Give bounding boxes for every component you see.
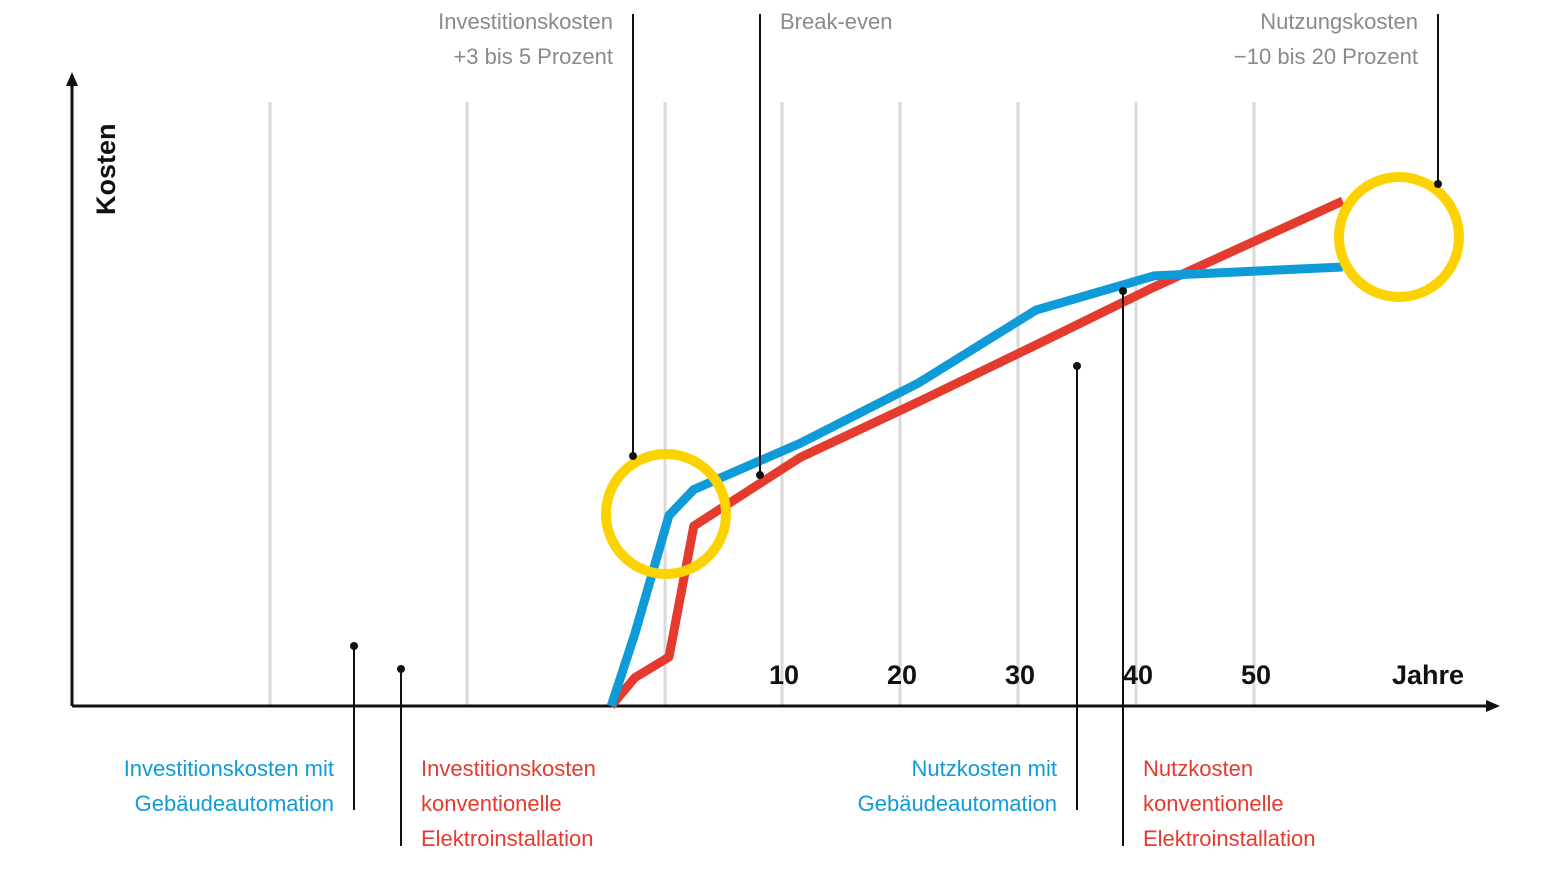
annotation-nutz-red: Nutzkosten konventionelle Elektroinstall… bbox=[1143, 756, 1315, 851]
leader-dot bbox=[1119, 287, 1127, 295]
x-axis-title: Jahre bbox=[1392, 660, 1464, 690]
annotation-line: konventionelle bbox=[421, 791, 562, 816]
annotation-line: +3 bis 5 Prozent bbox=[453, 44, 613, 69]
leader-dot bbox=[397, 665, 405, 673]
leader-dot bbox=[756, 471, 764, 479]
series-line-konventionell bbox=[607, 196, 1345, 709]
annotation-invest-red: Investitionskosten konventionelle Elektr… bbox=[421, 756, 596, 851]
annotation-line: Nutzkosten mit bbox=[912, 756, 1058, 781]
y-axis-arrow bbox=[66, 72, 78, 86]
leader-lines bbox=[350, 14, 1442, 846]
annotation-line: Investitionskosten mit bbox=[124, 756, 334, 781]
highlight-circle-nutzung bbox=[1334, 172, 1464, 302]
annotation-line: Investitionskosten bbox=[421, 756, 596, 781]
x-tick-label: 20 bbox=[887, 660, 917, 690]
leader-dot bbox=[1434, 180, 1442, 188]
annotation-invest-blue: Investitionskosten mit Gebäudeautomation bbox=[124, 756, 334, 816]
x-tick-label: 30 bbox=[1005, 660, 1035, 690]
y-axis-title: Kosten bbox=[91, 123, 121, 215]
annotation-line: Gebäudeautomation bbox=[135, 791, 334, 816]
annotation-nutzung-top: Nutzungskosten −10 bis 20 Prozent bbox=[1234, 9, 1418, 69]
annotation-invest-top: Investitionskosten +3 bis 5 Prozent bbox=[438, 9, 613, 69]
annotation-breakeven: Break-even bbox=[780, 9, 893, 34]
x-tick-label: 10 bbox=[769, 660, 799, 690]
x-axis-arrow bbox=[1486, 700, 1500, 712]
axes bbox=[66, 72, 1500, 712]
x-ticks: 10 20 30 40 50 bbox=[769, 660, 1271, 690]
annotation-line: Nutzkosten bbox=[1143, 756, 1253, 781]
grid bbox=[268, 102, 1256, 706]
annotation-line: Gebäudeautomation bbox=[858, 791, 1057, 816]
annotation-line: Elektroinstallation bbox=[421, 826, 593, 851]
leader-dot bbox=[1073, 362, 1081, 370]
annotation-line: konventionelle bbox=[1143, 791, 1284, 816]
annotation-line: Break-even bbox=[780, 9, 893, 34]
highlight-circle-investition bbox=[601, 449, 731, 579]
leader-dot bbox=[629, 452, 637, 460]
annotation-line: Elektroinstallation bbox=[1143, 826, 1315, 851]
annotation-line: −10 bis 20 Prozent bbox=[1234, 44, 1418, 69]
annotation-line: Investitionskosten bbox=[438, 9, 613, 34]
x-tick-label: 40 bbox=[1123, 660, 1153, 690]
series-line-gebaeudeautomation bbox=[606, 262, 1344, 708]
leader-dot bbox=[350, 642, 358, 650]
annotation-line: Nutzungskosten bbox=[1260, 9, 1418, 34]
annotation-nutz-blue: Nutzkosten mit Gebäudeautomation bbox=[858, 756, 1057, 816]
x-tick-label: 50 bbox=[1241, 660, 1271, 690]
